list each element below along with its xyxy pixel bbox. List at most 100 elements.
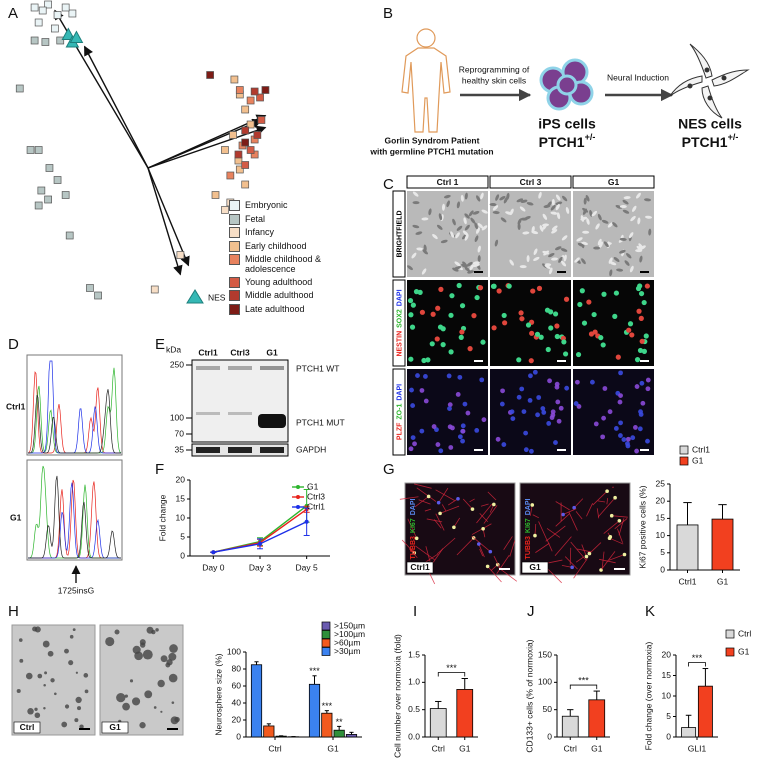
- neurosphere: [64, 648, 69, 654]
- image-label-box: [521, 561, 549, 574]
- point: [235, 86, 244, 94]
- cell: [408, 356, 414, 362]
- legend-swatch: [321, 630, 331, 639]
- neurosphere: [114, 629, 120, 635]
- significance: ***: [446, 663, 457, 673]
- cell: [541, 410, 547, 415]
- cell: [544, 307, 551, 313]
- neurite: [409, 548, 418, 559]
- ladder-label: 100: [170, 412, 184, 422]
- cell: [639, 338, 645, 344]
- cell: [469, 264, 474, 271]
- point: [211, 550, 216, 555]
- panel-label: H: [8, 603, 19, 620]
- neurite: [611, 515, 628, 518]
- cell: [523, 430, 529, 436]
- cell: [585, 194, 590, 202]
- cell: [608, 257, 613, 264]
- point: [34, 146, 43, 154]
- neurosphere: [75, 696, 82, 704]
- loading-arrow: [83, 45, 149, 169]
- neurite: [603, 520, 620, 534]
- neurite: [546, 539, 553, 552]
- legend-swatch: [725, 647, 735, 657]
- significance: ***: [322, 701, 333, 711]
- y-tick-label: 80: [232, 663, 242, 673]
- significance: **: [336, 717, 344, 727]
- panel-label: I: [413, 603, 417, 620]
- point: [150, 285, 159, 294]
- chromatogram-frame: [26, 354, 123, 456]
- cell: [563, 254, 567, 262]
- cell: [615, 354, 621, 360]
- nucleus: [436, 500, 441, 505]
- bar: [561, 715, 579, 738]
- cell: [423, 398, 429, 404]
- cell: [586, 299, 592, 305]
- legend-swatch: [321, 647, 331, 656]
- image-label: G1: [529, 562, 541, 572]
- neurite: [439, 505, 460, 514]
- cell: [600, 434, 606, 440]
- stain-label: TUBB3 KI67 DAPI: [525, 499, 532, 560]
- neurite: [509, 540, 516, 557]
- cell: [416, 247, 424, 251]
- nucleus: [488, 549, 493, 554]
- cell: [597, 213, 602, 221]
- neurite: [555, 501, 570, 511]
- nucleus: [617, 518, 622, 523]
- cell: [443, 194, 451, 199]
- legend-swatch: [229, 200, 240, 211]
- cell: [583, 197, 587, 205]
- neurite: [608, 554, 625, 561]
- cell: [460, 423, 466, 429]
- cell: [536, 395, 542, 400]
- cell: [438, 213, 443, 221]
- cell: [595, 223, 600, 230]
- y-axis-label: Neurosphere size (%): [213, 653, 223, 735]
- cell: [618, 393, 623, 398]
- micrograph: [404, 482, 516, 576]
- nucleus: [533, 533, 537, 538]
- cell: [516, 394, 522, 400]
- neurite: [546, 528, 561, 538]
- neurosphere: [151, 629, 156, 635]
- cell: [499, 195, 506, 201]
- blot-bands: [196, 366, 286, 453]
- neurite: [586, 502, 594, 517]
- cell: [545, 346, 551, 353]
- cell: [440, 326, 446, 332]
- cell: [459, 329, 465, 335]
- y-tick-label: 15: [176, 493, 186, 503]
- cell: [542, 223, 550, 227]
- neurite: [438, 487, 449, 503]
- cell: [458, 334, 464, 340]
- cell: [626, 253, 632, 259]
- cell: [509, 208, 514, 216]
- neurite: [555, 513, 570, 527]
- cell: [637, 426, 643, 432]
- y-axis-label: Ki67 positive cells (%): [637, 485, 647, 568]
- neurite: [436, 537, 456, 555]
- point: [45, 164, 54, 172]
- neurite: [469, 498, 475, 503]
- neurite: [415, 545, 435, 560]
- y-tick-label: 0.5: [408, 704, 420, 714]
- cell: [501, 312, 507, 319]
- cell: [528, 358, 534, 364]
- neurite: [577, 548, 591, 553]
- legend-entry: Embryonic: [229, 200, 329, 211]
- cell: [556, 418, 562, 424]
- cell: [449, 293, 455, 299]
- cell: [619, 237, 627, 241]
- point: [246, 146, 255, 154]
- cell: [625, 436, 631, 442]
- cell: [542, 250, 550, 255]
- cell: [645, 377, 651, 383]
- cell: [448, 312, 454, 318]
- cell: [619, 205, 627, 209]
- point: [235, 165, 244, 174]
- y-tick-label: 50: [543, 704, 553, 714]
- blot-membrane: [191, 359, 289, 443]
- cell: [460, 438, 465, 444]
